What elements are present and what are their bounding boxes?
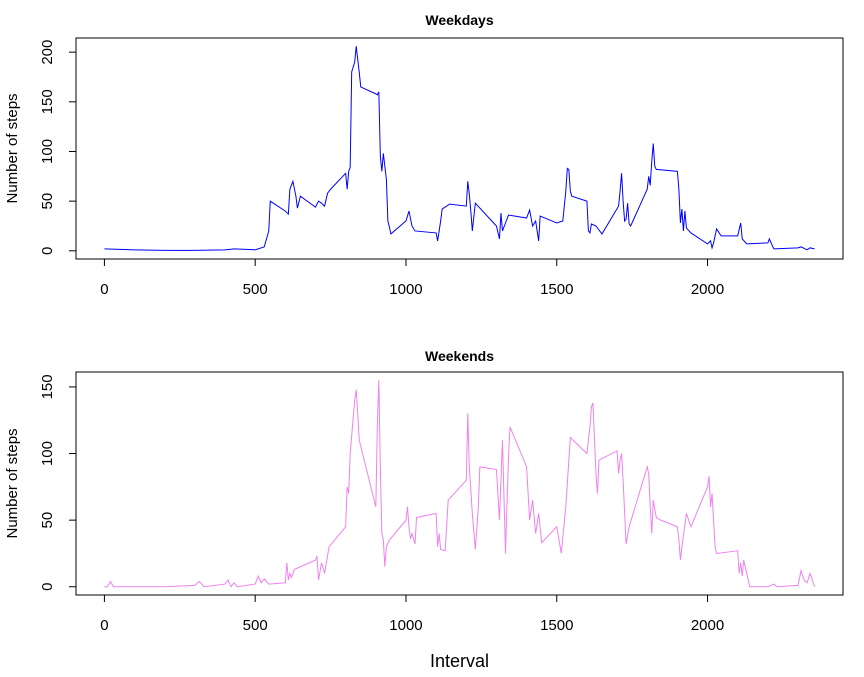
x-tick-label: 1500: [540, 281, 573, 298]
y-axis-label: Number of steps: [4, 93, 21, 203]
y-axis-label: Number of steps: [4, 428, 21, 538]
y-tick-label: 150: [39, 89, 56, 114]
plot-box: [75, 371, 844, 596]
y-tick-label: 50: [39, 512, 56, 529]
x-tick-label: 0: [100, 617, 108, 634]
y-tick-label: 50: [39, 193, 56, 210]
x-tick-label: 1000: [389, 281, 422, 298]
y-tick-label: 100: [39, 139, 56, 164]
data-line: [104, 46, 815, 251]
x-tick-label: 2000: [691, 617, 724, 634]
data-line: [104, 380, 816, 588]
y-tick-label: 100: [39, 441, 56, 466]
x-tick-label: 1500: [540, 617, 573, 634]
y-tick-label: 0: [39, 583, 56, 591]
y-tick-label: 150: [39, 374, 56, 399]
plot-box: [75, 37, 844, 260]
x-tick-label: 1000: [389, 617, 422, 634]
y-tick-label: 0: [39, 247, 56, 255]
chart-title: Weekends: [425, 348, 494, 364]
x-axis-label: Interval: [430, 651, 489, 671]
chart-title: Weekdays: [425, 12, 493, 28]
x-tick-label: 500: [243, 617, 268, 634]
y-tick-label: 200: [39, 40, 56, 65]
x-tick-label: 500: [243, 281, 268, 298]
x-tick-label: 2000: [691, 281, 724, 298]
x-tick-label: 0: [100, 281, 108, 298]
